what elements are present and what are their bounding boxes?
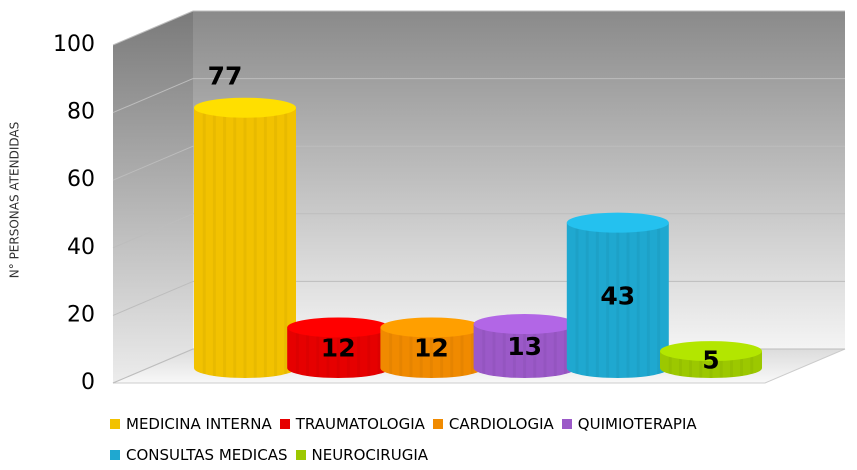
legend-label: CONSULTAS MEDICAS <box>126 445 288 464</box>
y-tick-label: 100 <box>53 32 95 57</box>
legend-item: CONSULTAS MEDICAS <box>110 439 288 470</box>
bar-top <box>194 97 296 118</box>
y-tick-label: 20 <box>67 302 95 327</box>
legend-label: QUIMIOTERAPIA <box>577 414 697 433</box>
grid-line <box>112 348 194 384</box>
legend-item: CARDIOLOGIA <box>432 408 554 439</box>
y-tick-label: 80 <box>67 100 95 125</box>
y-axis-label: N° PERSONAS ATENDIDAS <box>8 122 22 278</box>
legend-swatch <box>295 449 306 460</box>
bar <box>287 327 390 378</box>
side-wall <box>113 11 193 383</box>
bar-top <box>660 341 762 362</box>
legend-swatch <box>279 418 290 429</box>
bar-top <box>380 317 483 338</box>
y-tick-label: 40 <box>67 235 95 260</box>
bar <box>473 324 576 378</box>
bar-top <box>473 314 576 335</box>
bar <box>566 222 669 378</box>
legend-label: CARDIOLOGIA <box>448 414 554 433</box>
bar-top <box>566 212 669 233</box>
legend: MEDICINA INTERNA TRAUMATOLOGIA CARDIOLOGIA… <box>110 408 855 470</box>
bar <box>380 327 483 378</box>
legend-swatch <box>432 418 443 429</box>
back-wall <box>193 11 845 349</box>
bar-top <box>287 317 390 338</box>
y-tick-label: 60 <box>67 167 95 192</box>
legend-item: NEUROCIRUGIA <box>295 439 429 470</box>
legend-swatch <box>110 418 120 429</box>
legend-item: TRAUMATOLOGIA <box>279 408 425 439</box>
data-label: 12 <box>414 334 449 363</box>
data-label: 43 <box>600 281 635 310</box>
legend-item: QUIMIOTERAPIA <box>561 408 697 439</box>
grid-line <box>112 10 194 46</box>
legend-swatch <box>110 449 120 460</box>
data-label: 13 <box>507 332 542 361</box>
legend-swatch <box>561 418 572 429</box>
data-label: 77 <box>208 62 243 91</box>
data-label: 5 <box>702 346 719 375</box>
y-tick-label: 0 <box>81 370 95 395</box>
grid-line <box>112 145 194 181</box>
legend-item: MEDICINA INTERNA <box>110 408 272 439</box>
legend-label: NEUROCIRUGIA <box>311 445 429 464</box>
grid-line <box>112 280 194 316</box>
legend-label: TRAUMATOLOGIA <box>295 414 425 433</box>
grid-line <box>112 78 194 114</box>
legend-label: MEDICINA INTERNA <box>126 414 272 433</box>
grid-line <box>112 213 194 249</box>
bar <box>194 107 296 379</box>
data-label: 12 <box>321 334 356 363</box>
